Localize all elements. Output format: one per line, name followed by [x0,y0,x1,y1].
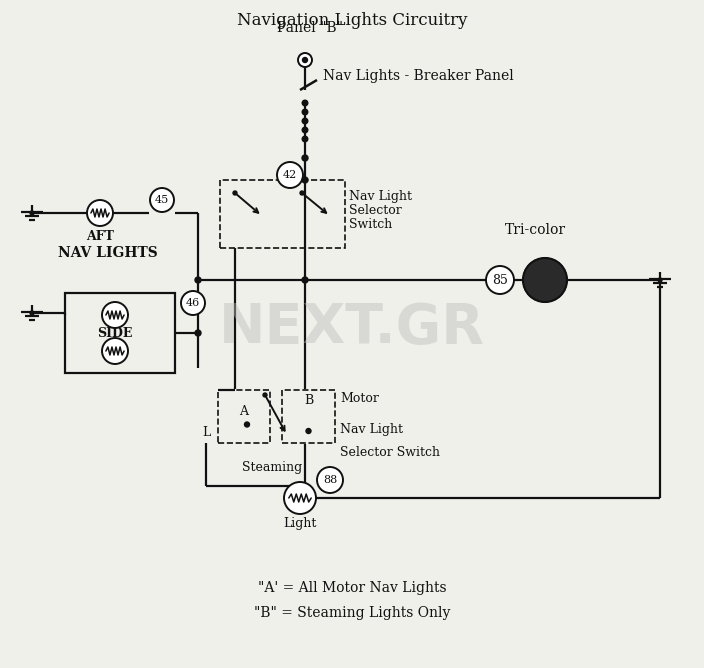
Circle shape [284,482,316,514]
Text: Nav Light: Nav Light [340,422,403,436]
Circle shape [302,118,308,124]
Circle shape [30,311,34,315]
Circle shape [102,338,128,364]
Circle shape [302,127,308,133]
Text: "B" = Steaming Lights Only: "B" = Steaming Lights Only [254,606,450,620]
Text: 88: 88 [323,475,337,485]
Text: L: L [202,426,210,440]
Circle shape [263,393,267,397]
Text: NEXT.GR: NEXT.GR [219,301,485,355]
Bar [282,390,335,443]
Text: 85: 85 [492,273,508,287]
Circle shape [303,57,308,63]
Bar [220,180,345,248]
Text: Tri-color: Tri-color [505,223,565,237]
Circle shape [233,191,237,195]
Circle shape [195,277,201,283]
Text: NAV LIGHTS: NAV LIGHTS [58,246,158,260]
Circle shape [302,100,308,106]
Circle shape [302,177,308,183]
Text: 45: 45 [155,195,169,205]
Text: AFT: AFT [86,230,114,243]
Text: Nav Light: Nav Light [349,190,412,202]
Circle shape [181,291,205,315]
Circle shape [317,467,343,493]
Circle shape [302,277,308,283]
Circle shape [87,200,113,226]
Circle shape [486,266,514,294]
Circle shape [277,162,303,188]
Text: Light: Light [283,516,317,530]
Text: Switch: Switch [349,218,392,230]
Text: SIDE: SIDE [97,327,132,339]
Text: Selector Switch: Selector Switch [340,446,440,460]
Text: 46: 46 [186,298,200,308]
Bar [218,390,270,443]
Text: 42: 42 [283,170,297,180]
Text: Steaming: Steaming [242,462,302,474]
Circle shape [658,278,662,282]
Circle shape [195,330,201,336]
Circle shape [244,422,249,427]
Text: Navigation Lights Circuitry: Navigation Lights Circuitry [237,11,467,29]
Text: Nav Lights - Breaker Panel: Nav Lights - Breaker Panel [323,69,514,83]
Bar [65,293,175,373]
Text: "A' = All Motor Nav Lights: "A' = All Motor Nav Lights [258,581,446,595]
Circle shape [523,258,567,302]
Circle shape [300,191,304,195]
Text: B: B [304,393,313,407]
Circle shape [150,188,174,212]
Circle shape [302,155,308,161]
Text: Selector: Selector [349,204,402,216]
Text: Motor: Motor [340,391,379,405]
Text: A: A [239,405,249,418]
Circle shape [302,109,308,115]
Text: Panel "B": Panel "B" [277,21,343,35]
Circle shape [302,136,308,142]
Circle shape [298,53,312,67]
Circle shape [102,302,128,328]
Circle shape [306,428,311,434]
Circle shape [30,211,34,215]
